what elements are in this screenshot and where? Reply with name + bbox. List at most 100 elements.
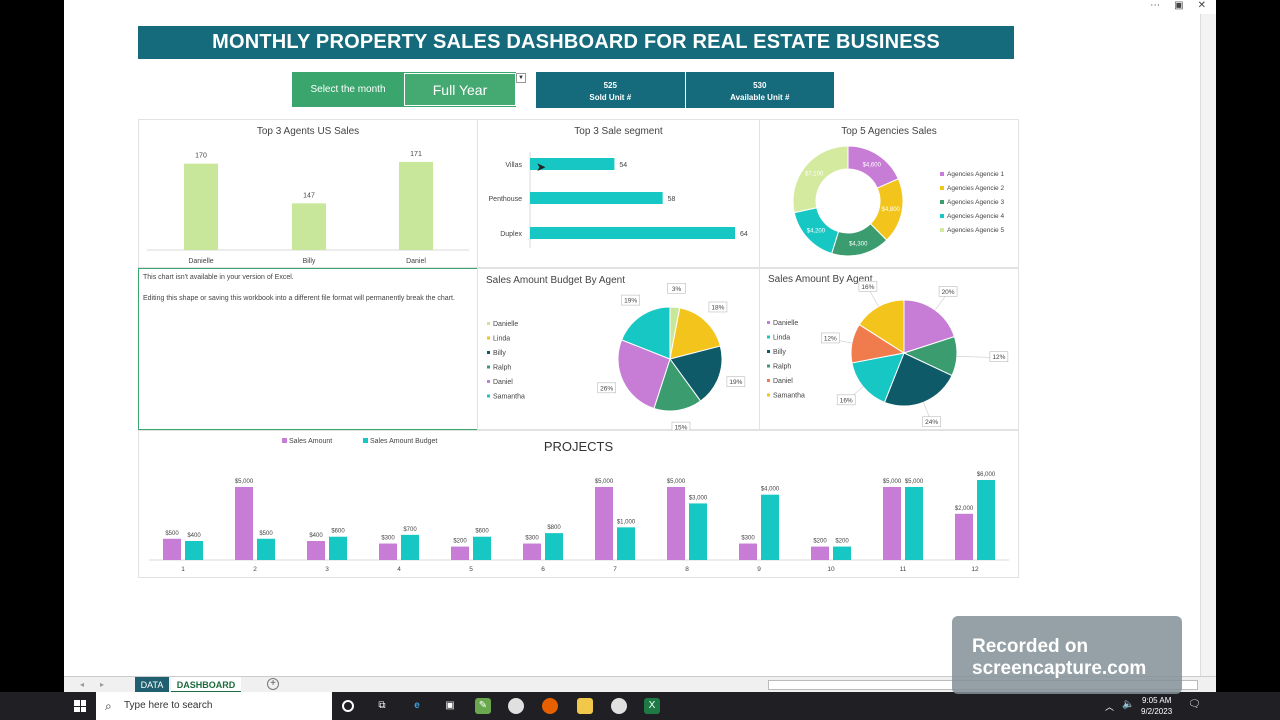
bar-budget-5 <box>473 536 491 560</box>
legend-entry: Sales Amount Budget <box>370 438 437 445</box>
close-icon[interactable]: ✕ <box>1197 0 1206 11</box>
data-label: 16% <box>861 284 874 291</box>
edge-browser-icon[interactable]: e <box>414 700 420 711</box>
excel-sheet-area[interactable]: ⋯ ▣ ✕ MONTHLY PROPERTY SALES DASHBOARD F… <box>64 0 1216 692</box>
data-label: $300 <box>381 536 395 542</box>
month-dropdown-button[interactable]: ▼ <box>516 73 526 83</box>
bar-sales-10 <box>811 546 829 560</box>
bar-budget-2 <box>257 538 275 560</box>
data-label: $4,600 <box>863 163 882 169</box>
chrome-icon[interactable] <box>508 698 524 714</box>
budget-slice-3 <box>653 357 702 412</box>
chart-top-agencies[interactable]: Top 5 Agencies Sales $4,600 $4,800 $4,300 $… <box>759 119 1019 268</box>
budget-by-agent-chart-svg: 3% 18% 19% 15% 26% 19% Danielle Linda Billy Ralph… <box>487 283 746 431</box>
data-label: 3% <box>672 286 682 293</box>
legend-entry: Daniel <box>493 379 513 386</box>
excel-icon[interactable]: X <box>644 698 660 714</box>
firefox-icon[interactable] <box>542 698 558 714</box>
legend-entry: Billy <box>773 349 786 356</box>
store-icon[interactable]: ▣ <box>445 700 455 711</box>
legend-swatch <box>940 228 944 232</box>
legend-entry: Daniel <box>773 378 793 385</box>
data-label: 12% <box>824 335 837 342</box>
notification-icon[interactable]: 🗨 <box>1188 699 1201 710</box>
bar-villas <box>530 158 615 170</box>
data-label-box <box>621 294 640 306</box>
clock-date[interactable]: 9/2/2023 <box>1141 707 1173 716</box>
chart-top-agents[interactable]: Top 3 Agents US Sales 170 Danielle 147 Bill… <box>138 119 478 268</box>
data-label: 170 <box>195 153 207 160</box>
sheet-tab-dashboard[interactable]: DASHBOARD <box>171 677 241 693</box>
add-sheet-icon[interactable]: + <box>267 678 279 690</box>
legend-entry: Samantha <box>773 393 805 400</box>
cortana-icon[interactable] <box>342 700 354 712</box>
kpi-available-label: Available Unit # <box>730 93 790 102</box>
unsupported-chart-notice[interactable]: This chart isn't available in your versi… <box>138 268 478 430</box>
bar-budget-11 <box>905 486 923 560</box>
data-label: 26% <box>600 385 613 392</box>
data-label: 171 <box>410 151 422 158</box>
legend-entry: Danielle <box>493 321 518 328</box>
data-label-box <box>938 286 958 297</box>
file-explorer-icon[interactable] <box>577 698 593 714</box>
windows-taskbar: ⌕ Type here to search ⧉ e ▣ ✎ X ︿ 🔈 9:05… <box>0 692 1280 720</box>
sheet-tab-data[interactable]: DATA <box>135 677 169 693</box>
data-label-box <box>597 382 616 394</box>
kpi-summary: 525 Sold Unit # 530 Available Unit # <box>536 72 834 108</box>
chart-sales-by-agent[interactable]: Sales Amount By Agent 20% 12% 24% 16% 12% 16%… <box>759 268 1019 430</box>
more-options-icon[interactable]: ⋯ <box>1150 0 1161 11</box>
bar-budget-3 <box>329 536 347 560</box>
month-selector: Select the month Full Year <box>292 72 516 107</box>
vertical-scrollbar[interactable] <box>1200 14 1216 676</box>
task-view-icon[interactable]: ⧉ <box>378 700 386 711</box>
chart-sale-segment[interactable]: Top 3 Sale segment 54 Villas 58 Penthouse 64… <box>477 119 760 268</box>
budget-slice-2 <box>669 345 723 402</box>
volume-icon[interactable]: 🔈 <box>1122 699 1135 710</box>
bar-sales-5 <box>451 546 469 560</box>
bar-sales-6 <box>523 543 541 560</box>
legend-swatch <box>487 336 490 340</box>
data-label-box <box>922 416 941 428</box>
legend-swatch <box>487 351 490 354</box>
windows-start-icon[interactable] <box>74 700 86 712</box>
scroll-right-icon[interactable]: ▸ <box>100 680 105 689</box>
chart-projects[interactable]: PROJECTS Sales Amount Sales Amount Budget… <box>138 430 1019 578</box>
data-label: 16% <box>840 397 853 404</box>
watermark-line-1: Recorded on <box>972 636 1089 657</box>
month-selector-value[interactable]: Full Year <box>404 73 516 106</box>
taskbar-search-input[interactable]: ⌕ Type here to search <box>96 692 332 720</box>
data-label: $600 <box>475 529 489 535</box>
data-label: 12% <box>992 354 1005 361</box>
tick-label: 3 <box>325 566 329 573</box>
data-label: $5,000 <box>235 479 254 485</box>
bar-budget-12 <box>977 480 995 560</box>
legend-entry: Ralph <box>493 365 511 372</box>
tray-arrow-icon[interactable]: ︿ <box>1105 702 1115 712</box>
data-label: 19% <box>729 379 742 386</box>
legend-entry: Billy <box>493 350 506 357</box>
projects-chart-svg: Sales Amount Sales Amount Budget $500 $400 1… <box>149 438 1009 573</box>
tick-label: Billy <box>303 258 316 265</box>
legend-entry: Agencies Agencie 3 <box>947 199 1004 206</box>
chart-budget-by-agent[interactable]: Sales Amount Budget By Agent 3% 18% 19% 15%… <box>477 268 760 431</box>
bar-duplex <box>530 227 735 239</box>
kpi-sold-label: Sold Unit # <box>589 93 632 102</box>
top-agents-chart-svg: 170 Danielle 147 Billy 171 Daniel <box>147 151 469 265</box>
data-label: $5,000 <box>883 479 902 485</box>
mouse-cursor-icon: ➤ <box>536 160 547 174</box>
notepad-icon[interactable]: ✎ <box>475 698 491 714</box>
legend-swatch <box>363 438 368 443</box>
data-label: $200 <box>835 539 849 545</box>
legend-entry: Danielle <box>773 320 798 327</box>
data-label: $3,000 <box>689 495 708 501</box>
legend-swatch <box>282 438 287 443</box>
notice-line-2: Editing this shape or saving this workbo… <box>143 295 455 302</box>
clock-time[interactable]: 9:05 AM <box>1142 696 1172 705</box>
data-label-box <box>708 301 728 313</box>
legend-entry: Agencies Agencie 5 <box>947 227 1004 234</box>
scroll-left-icon[interactable]: ◂ <box>80 680 85 689</box>
bar-budget-4 <box>401 534 419 560</box>
chrome-icon-2[interactable] <box>611 698 627 714</box>
tick-label: Daniel <box>406 258 426 265</box>
restore-icon[interactable]: ▣ <box>1174 0 1184 11</box>
